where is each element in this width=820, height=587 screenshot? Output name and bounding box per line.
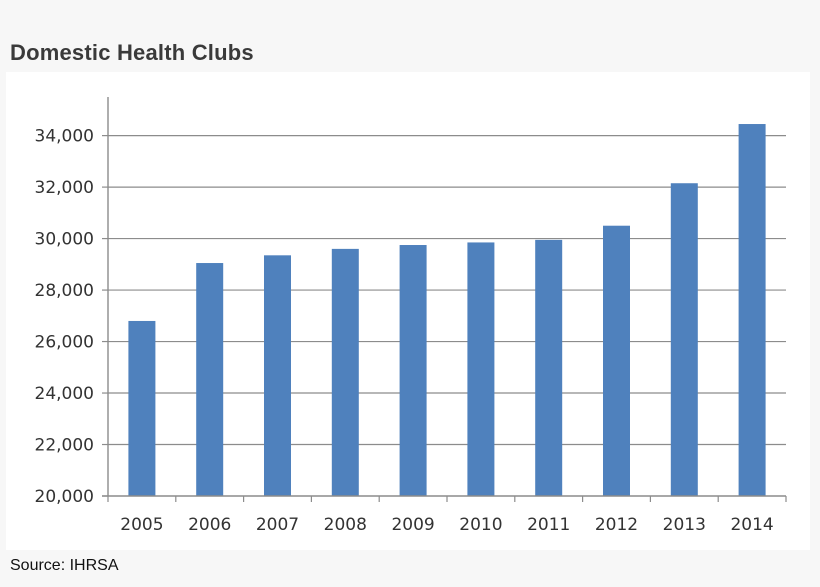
bar-2011 <box>535 239 563 496</box>
x-tick-label: 2010 <box>459 515 502 535</box>
y-tick-label: 20,000 <box>35 487 94 507</box>
y-tick-label: 24,000 <box>35 384 94 404</box>
x-tick-label: 2009 <box>391 515 434 535</box>
y-tick-label: 22,000 <box>35 436 94 456</box>
y-tick-label: 26,000 <box>35 333 94 353</box>
bar-2006 <box>196 263 224 496</box>
x-tick-label: 2012 <box>595 515 638 535</box>
bar-chart: 20,000 22,000 24,000 26,000 28,000 30,000 32,0… <box>35 97 787 535</box>
bar-2007 <box>264 255 291 496</box>
bars <box>128 124 766 497</box>
y-tick-label: 34,000 <box>35 127 94 147</box>
chart-panel: 20,000 22,000 24,000 26,000 28,000 30,000 32,0… <box>6 72 810 550</box>
x-tick-label: 2007 <box>256 515 299 535</box>
y-tick-label: 30,000 <box>35 230 94 250</box>
y-tick-labels: 20,000 22,000 24,000 26,000 28,000 30,000 32,0… <box>35 127 94 507</box>
x-tick-label: 2014 <box>730 515 773 535</box>
x-tick-label: 2011 <box>527 515 570 535</box>
y-tick-label: 28,000 <box>35 281 94 301</box>
axes <box>102 97 787 502</box>
bar-2013 <box>670 183 698 496</box>
bar-2014 <box>738 124 766 496</box>
bar-2012 <box>603 225 630 497</box>
bar-2008 <box>331 248 359 496</box>
bar-2005 <box>128 320 156 496</box>
x-tick-label: 2013 <box>663 515 706 535</box>
chart-title: Domestic Health Clubs <box>10 40 254 65</box>
x-tick-label: 2008 <box>324 515 367 535</box>
bar-2009 <box>399 245 427 496</box>
x-tick-label: 2005 <box>120 515 163 535</box>
source-note: Source: IHRSA <box>10 557 119 574</box>
y-tick-label: 32,000 <box>35 178 94 198</box>
bar-2010 <box>467 242 495 496</box>
x-tick-labels: 2005 2006 2007 2008 2009 2010 2011 2012 2013 2014 <box>120 515 773 535</box>
x-tick-label: 2006 <box>188 515 231 535</box>
